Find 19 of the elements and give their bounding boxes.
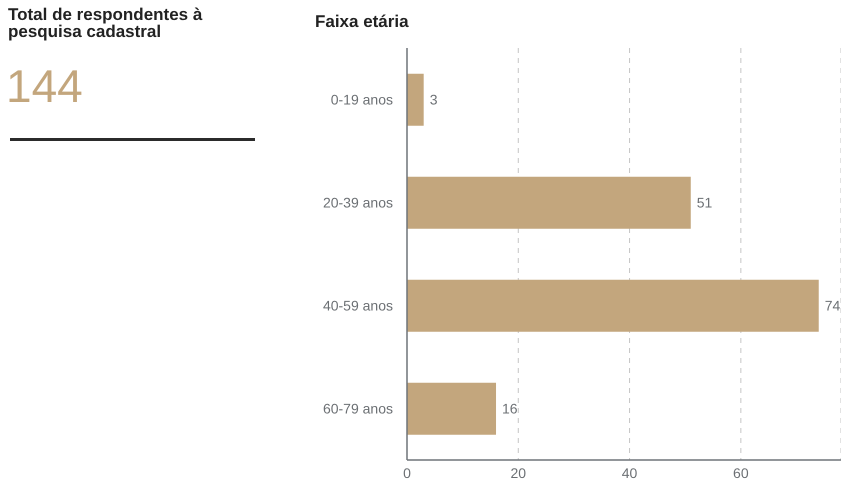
data-label: 16 xyxy=(502,400,518,417)
bar xyxy=(407,382,496,435)
text: 144 xyxy=(6,60,83,112)
y-tick-label: 20-39 anos xyxy=(322,194,393,210)
bar xyxy=(407,280,819,332)
text: Total de respondentes à pesquisa cadastral xyxy=(8,5,204,41)
y-tick-label: 0-19 anos xyxy=(330,91,393,108)
chart-title: Faixa etária xyxy=(315,12,409,32)
data-label: 3 xyxy=(430,92,438,108)
y-tick-label: 40-59 anos xyxy=(322,297,393,314)
bar xyxy=(407,176,691,229)
x-tick-label: 40 xyxy=(622,464,638,481)
bar xyxy=(407,74,424,126)
data-label: 74 xyxy=(824,298,841,314)
data-label: 51 xyxy=(696,194,713,211)
x-tick-label: 20 xyxy=(510,464,526,481)
x-tick-label: 60 xyxy=(733,464,749,481)
x-tick-label: 0 xyxy=(403,464,412,481)
y-tick-label: 60-79 anos xyxy=(322,400,393,416)
